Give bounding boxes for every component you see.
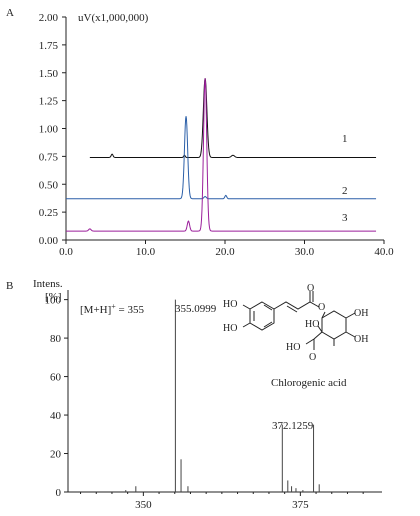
panel-a-label: A — [6, 7, 14, 19]
svg-text:OH: OH — [354, 308, 368, 319]
chlorogenic-acid-structure — [242, 291, 356, 350]
chromatogram-y-tick-label: 1.00 — [39, 124, 59, 136]
chromatogram-trace-2 — [66, 116, 377, 200]
chromatogram-x-tick-label: 0.0 — [59, 246, 73, 258]
svg-text:OH: OH — [354, 334, 368, 345]
spectrum-y-unit: [%] — [45, 291, 62, 303]
chromatogram-x-ticks: 0.0 10.0 20.0 30.0 40.0 — [59, 240, 394, 258]
spectrum-y-label: Intens. — [33, 278, 63, 290]
chromatogram-traces — [66, 78, 377, 232]
spectrum-x-ticks: 350 375 — [80, 492, 364, 511]
chromatogram-y-tick-label: 2.00 — [39, 12, 59, 24]
panel-b-label: B — [6, 280, 13, 292]
svg-text:HO: HO — [305, 319, 319, 330]
chromatogram-y-tick-label: 1.75 — [39, 40, 59, 52]
spectrum-y-tick-label: 0 — [56, 487, 62, 499]
adduct-annotation: [M+H]+ = 355 — [80, 302, 144, 316]
svg-text:O: O — [318, 302, 325, 313]
structure-atom-labels: HO HO O O OH HO OH HO O — [223, 283, 368, 363]
chromatogram-y-unit-label: uV(x1,000,000) — [78, 12, 149, 24]
chromatogram-y-tick-label: 1.25 — [39, 96, 59, 108]
spectrum-x-tick-label: 375 — [292, 499, 309, 511]
mass-spectrum-chart: Intens. [%] 0 20 40 60 80 100 350 375 [M+H]+ =… — [33, 278, 382, 511]
chromatogram-y-ticks: 0.00 0.25 0.50 0.75 1.00 1.25 1.50 1.75 2.00 — [39, 12, 66, 247]
trace-label-1: 1 — [342, 133, 348, 145]
spectrum-y-tick-label: 20 — [50, 449, 62, 461]
peak-label-355: 355.0999 — [175, 303, 217, 315]
svg-text:O: O — [309, 352, 316, 363]
chromatogram-chart: 0.00 0.25 0.50 0.75 1.00 1.25 1.50 1.75 2.00 0.0… — [39, 12, 394, 258]
spectrum-x-tick-label: 350 — [135, 499, 152, 511]
chromatogram-x-tick-label: 30.0 — [295, 246, 315, 258]
chromatogram-trace-3 — [66, 78, 377, 232]
cyclohexane-ring — [321, 310, 347, 340]
trace-label-2: 2 — [342, 185, 348, 197]
spectrum-y-tick-label: 100 — [45, 295, 62, 307]
spectrum-y-ticks: 0 20 40 60 80 100 — [45, 295, 68, 499]
chromatogram-trace-1 — [89, 78, 377, 158]
svg-text:HO: HO — [223, 299, 237, 310]
chromatogram-y-tick-label: 0.75 — [39, 151, 59, 163]
chromatogram-x-tick-label: 10.0 — [136, 246, 156, 258]
svg-text:O: O — [307, 283, 314, 294]
chromatogram-y-tick-label: 0.25 — [39, 207, 59, 219]
svg-text:HO: HO — [286, 342, 300, 353]
svg-text:HO: HO — [223, 323, 237, 334]
chromatogram-y-tick-label: 0.50 — [39, 179, 59, 191]
spectrum-y-tick-label: 40 — [50, 410, 62, 422]
propenoate-chain — [273, 301, 320, 310]
trace-label-3: 3 — [342, 212, 348, 224]
structure-name: Chlorogenic acid — [271, 377, 347, 389]
chromatogram-y-tick-label: 0.00 — [39, 235, 59, 247]
peak-label-372: 372.1259 — [272, 420, 314, 432]
chromatogram-x-tick-label: 20.0 — [215, 246, 235, 258]
chromatogram-x-tick-label: 40.0 — [374, 246, 394, 258]
spectrum-y-tick-label: 60 — [50, 372, 62, 384]
chromatogram-y-tick-label: 1.50 — [39, 68, 59, 80]
spectrum-y-tick-label: 80 — [50, 333, 62, 345]
spectrum-peaks — [125, 299, 320, 492]
